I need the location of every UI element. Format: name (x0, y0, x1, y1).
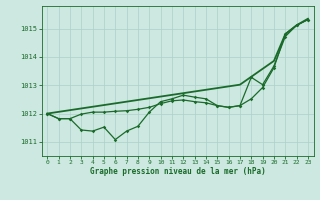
X-axis label: Graphe pression niveau de la mer (hPa): Graphe pression niveau de la mer (hPa) (90, 167, 266, 176)
